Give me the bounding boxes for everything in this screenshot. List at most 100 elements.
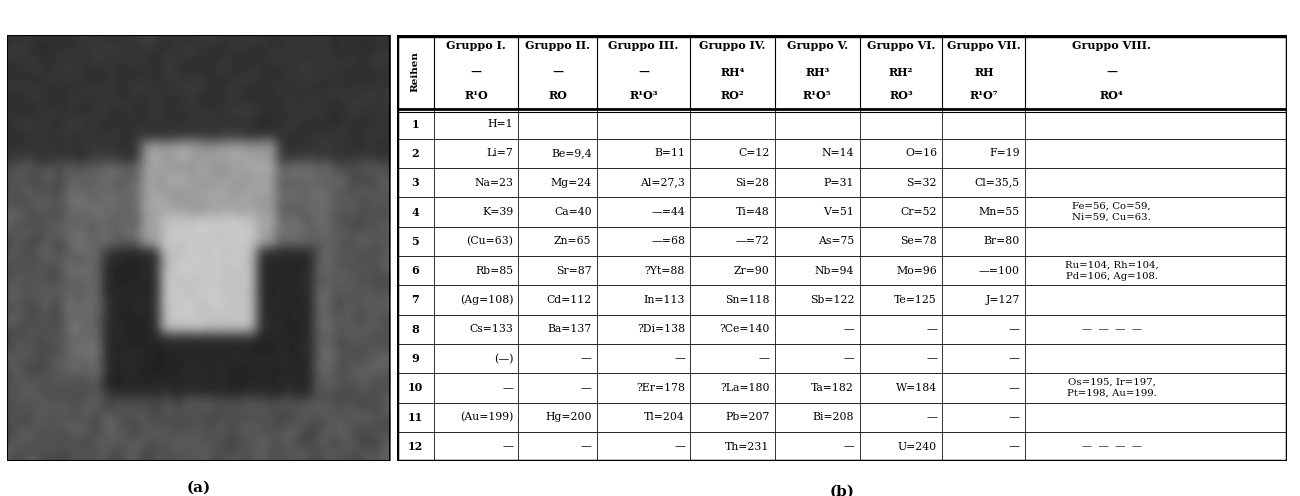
- Text: V=51: V=51: [823, 207, 854, 217]
- Text: Ta=182: Ta=182: [811, 383, 854, 393]
- Text: ?Di=138: ?Di=138: [637, 324, 685, 334]
- Text: 11: 11: [408, 412, 422, 423]
- Text: Gruppo II.: Gruppo II.: [525, 40, 590, 52]
- Text: R¹O: R¹O: [464, 90, 488, 101]
- Text: RH: RH: [974, 66, 993, 77]
- Text: R¹O⁵: R¹O⁵: [803, 90, 832, 101]
- Text: —  —  —  —: — — — —: [1082, 442, 1141, 451]
- Text: Gruppo III.: Gruppo III.: [608, 40, 679, 52]
- Text: Se=78: Se=78: [901, 236, 937, 247]
- Text: Tl=204: Tl=204: [645, 412, 685, 422]
- Text: —: —: [502, 441, 514, 452]
- Text: —: —: [759, 354, 770, 364]
- Text: Bi=208: Bi=208: [812, 412, 854, 422]
- Text: Hg=200: Hg=200: [545, 412, 592, 422]
- Text: 7: 7: [411, 295, 419, 306]
- Text: —  —  —  —: — — — —: [1082, 325, 1141, 334]
- Text: Os=195, Ir=197,
Pt=198, Au=199.: Os=195, Ir=197, Pt=198, Au=199.: [1066, 378, 1157, 398]
- Text: ?Ce=140: ?Ce=140: [719, 324, 770, 334]
- Text: Ru=104, Rh=104,
Pd=106, Ag=108.: Ru=104, Rh=104, Pd=106, Ag=108.: [1065, 260, 1158, 281]
- Text: Gruppo VII.: Gruppo VII.: [946, 40, 1020, 52]
- Text: ?Er=178: ?Er=178: [636, 383, 685, 393]
- Text: R¹O⁷: R¹O⁷: [970, 90, 998, 101]
- Text: Reihen: Reihen: [411, 52, 420, 92]
- Text: Li=7: Li=7: [486, 148, 514, 158]
- Text: —: —: [926, 324, 937, 334]
- Text: Gruppo IV.: Gruppo IV.: [699, 40, 766, 52]
- Text: —: —: [1009, 441, 1019, 452]
- Text: Sn=118: Sn=118: [725, 295, 770, 305]
- Text: 5: 5: [411, 236, 419, 247]
- Text: —: —: [1009, 354, 1019, 364]
- Text: R¹O³: R¹O³: [629, 90, 658, 101]
- Text: (Cu=63): (Cu=63): [467, 236, 514, 247]
- Text: RH²: RH²: [889, 66, 913, 77]
- Text: RO: RO: [549, 90, 567, 101]
- Text: Gruppo I.: Gruppo I.: [446, 40, 506, 52]
- Text: Sr=87: Sr=87: [556, 266, 592, 276]
- Text: Zn=65: Zn=65: [554, 236, 592, 247]
- Text: —: —: [844, 441, 854, 452]
- Text: —=72: —=72: [736, 236, 770, 247]
- Text: Pb=207: Pb=207: [725, 412, 770, 422]
- Text: RH⁴: RH⁴: [720, 66, 745, 77]
- Text: Be=9,4: Be=9,4: [551, 148, 592, 158]
- Text: Sb=122: Sb=122: [810, 295, 854, 305]
- Text: N=14: N=14: [822, 148, 854, 158]
- Text: Gruppo VIII.: Gruppo VIII.: [1072, 40, 1150, 52]
- Text: RO⁴: RO⁴: [1100, 90, 1123, 101]
- Text: —: —: [552, 66, 563, 77]
- Text: In=113: In=113: [644, 295, 685, 305]
- Text: F=19: F=19: [989, 148, 1019, 158]
- Text: P=31: P=31: [824, 178, 854, 187]
- Text: W=184: W=184: [896, 383, 937, 393]
- Text: —: —: [581, 441, 592, 452]
- Text: 12: 12: [408, 441, 422, 452]
- Text: Fe=56, Co=59,
Ni=59, Cu=63.: Fe=56, Co=59, Ni=59, Cu=63.: [1072, 202, 1150, 222]
- Text: 3: 3: [411, 177, 419, 188]
- Text: (Au=199): (Au=199): [460, 412, 514, 423]
- Text: RO³: RO³: [889, 90, 913, 101]
- Text: H=1: H=1: [488, 119, 514, 129]
- Text: Gruppo VI.: Gruppo VI.: [867, 40, 935, 52]
- Text: —: —: [844, 324, 854, 334]
- Text: —: —: [1009, 412, 1019, 422]
- Text: —: —: [675, 441, 685, 452]
- Text: C=12: C=12: [738, 148, 770, 158]
- Text: Th=231: Th=231: [725, 441, 770, 452]
- Text: Al=27,3: Al=27,3: [640, 178, 685, 187]
- Text: 8: 8: [411, 324, 419, 335]
- Text: Ba=137: Ba=137: [547, 324, 592, 334]
- Text: —: —: [926, 412, 937, 422]
- Text: Gruppo V.: Gruppo V.: [786, 40, 848, 52]
- Text: 4: 4: [411, 206, 419, 218]
- Text: RO²: RO²: [720, 90, 745, 101]
- Text: Na=23: Na=23: [474, 178, 514, 187]
- Text: —: —: [502, 383, 514, 393]
- Text: U=240: U=240: [898, 441, 937, 452]
- Text: (Ag=108): (Ag=108): [460, 295, 514, 305]
- Text: J=127: J=127: [985, 295, 1019, 305]
- Text: 9: 9: [411, 353, 419, 364]
- Text: K=39: K=39: [482, 207, 514, 217]
- Text: Zr=90: Zr=90: [734, 266, 770, 276]
- Text: —: —: [1009, 324, 1019, 334]
- Text: —: —: [675, 354, 685, 364]
- Text: —: —: [638, 66, 649, 77]
- Text: Si=28: Si=28: [736, 178, 770, 187]
- Text: Ca=40: Ca=40: [554, 207, 592, 217]
- Text: —: —: [1009, 383, 1019, 393]
- Text: —=68: —=68: [651, 236, 685, 247]
- Text: 1: 1: [411, 119, 419, 129]
- Text: ?Yt=88: ?Yt=88: [645, 266, 685, 276]
- Text: B=11: B=11: [654, 148, 685, 158]
- Text: Br=80: Br=80: [984, 236, 1019, 247]
- Text: Mn=55: Mn=55: [979, 207, 1019, 217]
- Text: (a): (a): [186, 481, 211, 495]
- Text: Nb=94: Nb=94: [815, 266, 854, 276]
- Text: Cr=52: Cr=52: [901, 207, 937, 217]
- Text: (b): (b): [829, 485, 854, 496]
- Text: —=44: —=44: [651, 207, 685, 217]
- Text: —: —: [926, 354, 937, 364]
- Text: —=100: —=100: [979, 266, 1019, 276]
